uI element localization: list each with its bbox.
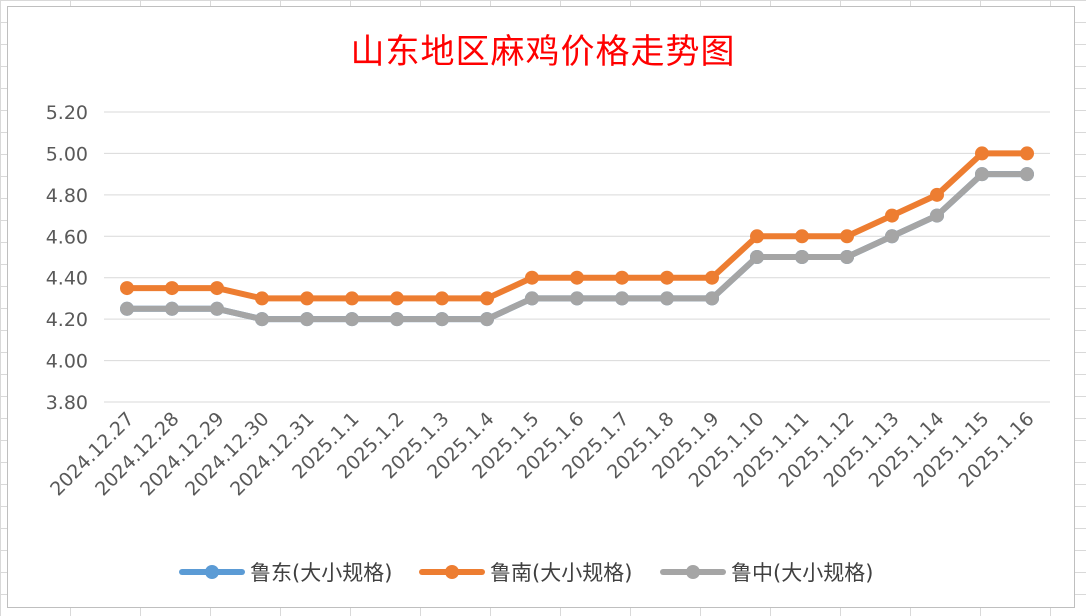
- legend-item: 鲁东(大小规格): [179, 561, 392, 585]
- y-tick-label: 3.80: [46, 392, 88, 414]
- data-point: [750, 250, 764, 264]
- data-point: [345, 291, 359, 306]
- y-tick-label: 4.20: [46, 309, 88, 331]
- data-point: [435, 312, 449, 327]
- data-point: [705, 270, 719, 285]
- legend-marker: [205, 565, 219, 579]
- data-point: [210, 281, 224, 296]
- data-point: [120, 301, 134, 316]
- data-point: [390, 312, 404, 327]
- data-point: [255, 312, 269, 327]
- data-point: [210, 301, 224, 316]
- legend-marker: [686, 565, 700, 579]
- data-point: [165, 301, 179, 316]
- chart-title: 山东地区麻鸡价格走势图: [350, 32, 736, 72]
- legend-item: 鲁中(大小规格): [660, 561, 873, 585]
- legend-label: 鲁中(大小规格): [731, 561, 873, 585]
- data-point: [525, 291, 539, 306]
- data-point: [885, 208, 899, 223]
- y-tick-label: 4.60: [46, 226, 88, 248]
- data-point: [840, 250, 854, 264]
- data-point: [705, 291, 719, 306]
- y-axis-ticks: 3.80 4.00 4.20 4.40 4.60 4.80 5.00 5.20: [46, 102, 88, 414]
- x-axis-ticks: 2024.12.272024.12.282024.12.292024.12.30…: [46, 408, 1038, 500]
- data-point: [300, 312, 314, 327]
- data-point: [795, 229, 809, 244]
- legend-item: 鲁南(大小规格): [419, 561, 632, 585]
- data-point: [1020, 146, 1034, 161]
- data-point: [615, 291, 629, 306]
- data-point: [975, 167, 989, 182]
- data-point: [480, 312, 494, 327]
- data-point: [750, 229, 764, 244]
- series-lines: [120, 146, 1034, 327]
- data-point: [570, 291, 584, 306]
- data-point: [930, 208, 944, 223]
- legend-label: 鲁东(大小规格): [250, 561, 392, 585]
- data-point: [300, 291, 314, 306]
- data-point: [930, 187, 944, 202]
- data-point: [660, 291, 674, 306]
- gridlines: [104, 111, 1050, 403]
- data-point: [840, 229, 854, 244]
- y-tick-label: 4.40: [46, 268, 88, 290]
- data-point: [165, 281, 179, 296]
- legend-label: 鲁南(大小规格): [490, 561, 632, 585]
- data-point: [615, 270, 629, 285]
- y-tick-label: 5.00: [46, 143, 88, 165]
- data-point: [570, 270, 584, 285]
- y-tick-label: 5.20: [46, 102, 88, 124]
- data-point: [975, 146, 989, 161]
- data-point: [255, 291, 269, 306]
- data-point: [525, 270, 539, 285]
- data-point: [120, 281, 134, 296]
- data-point: [480, 291, 494, 306]
- data-point: [795, 250, 809, 264]
- data-point: [345, 312, 359, 327]
- data-point: [390, 291, 404, 306]
- y-tick-label: 4.80: [46, 185, 88, 207]
- y-tick-label: 4.00: [46, 351, 88, 373]
- legend: 鲁东(大小规格) 鲁南(大小规格) 鲁中(大小规格): [179, 561, 873, 585]
- data-point: [1020, 167, 1034, 182]
- legend-marker: [445, 565, 459, 579]
- data-point: [885, 229, 899, 244]
- data-point: [435, 291, 449, 306]
- data-point: [660, 270, 674, 285]
